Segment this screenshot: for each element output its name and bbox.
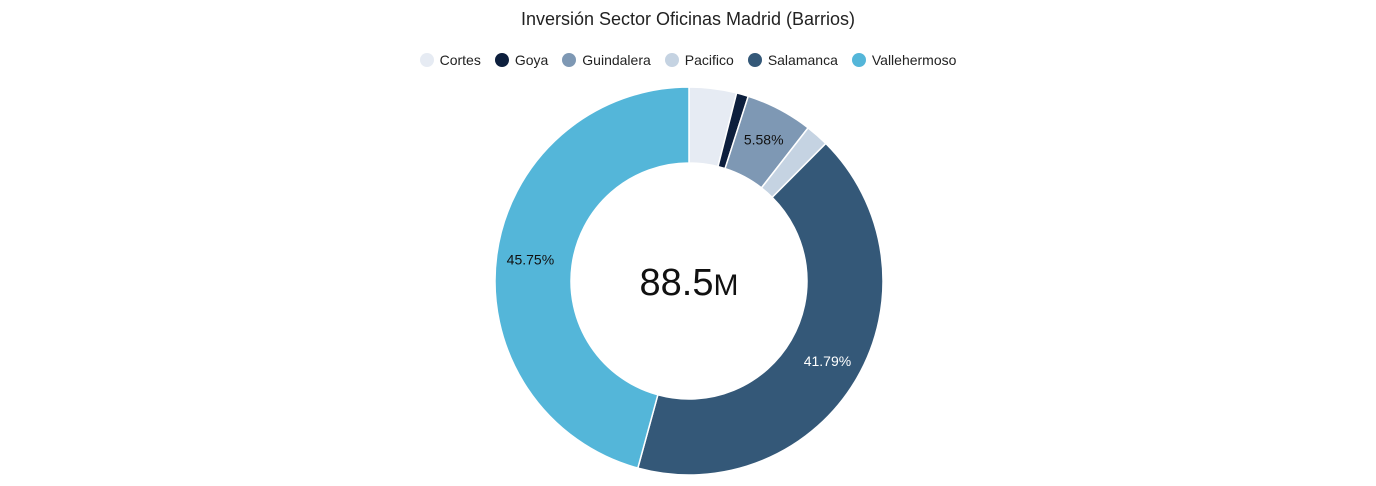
slice-salamanca[interactable] xyxy=(636,142,884,476)
center-total: 88.5M xyxy=(640,262,739,304)
legend-item-cortes[interactable]: Cortes xyxy=(419,50,481,70)
legend-label: Goya xyxy=(514,52,549,68)
legend-swatch xyxy=(562,53,577,67)
slice-label-vallehermoso: 45.75% xyxy=(507,252,554,268)
slice-label-guindalera: 5.58% xyxy=(744,132,784,148)
legend-swatch xyxy=(851,53,866,67)
legend-item-pacifico[interactable]: Pacifico xyxy=(664,50,734,70)
legend-swatch xyxy=(747,53,762,67)
legend-item-guindalera[interactable]: Guindalera xyxy=(562,50,651,70)
legend-label: Guindalera xyxy=(582,52,651,68)
legend-swatch xyxy=(494,53,509,67)
legend-swatch xyxy=(419,53,434,67)
center-total-value: 88.5 xyxy=(640,262,714,304)
legend-label: Cortes xyxy=(439,52,481,68)
legend-item-vallehermoso[interactable]: Vallehermoso xyxy=(851,50,957,70)
chart-legend: Cortes Goya Guindalera Pacifico Salamanca Val… xyxy=(0,50,1376,70)
center-total-unit: M xyxy=(713,269,738,302)
legend-label: Salamanca xyxy=(767,52,838,68)
legend-swatch xyxy=(664,53,679,67)
slice-label-salamanca: 41.79% xyxy=(804,353,851,369)
legend-label: Pacifico xyxy=(684,52,734,68)
slice-vallehermoso[interactable] xyxy=(494,86,690,470)
legend-label: Vallehermoso xyxy=(871,52,957,68)
chart-title: Inversión Sector Oficinas Madrid (Barrio… xyxy=(520,9,856,29)
legend-item-goya[interactable]: Goya xyxy=(494,50,549,70)
legend-item-salamanca[interactable]: Salamanca xyxy=(747,50,838,70)
